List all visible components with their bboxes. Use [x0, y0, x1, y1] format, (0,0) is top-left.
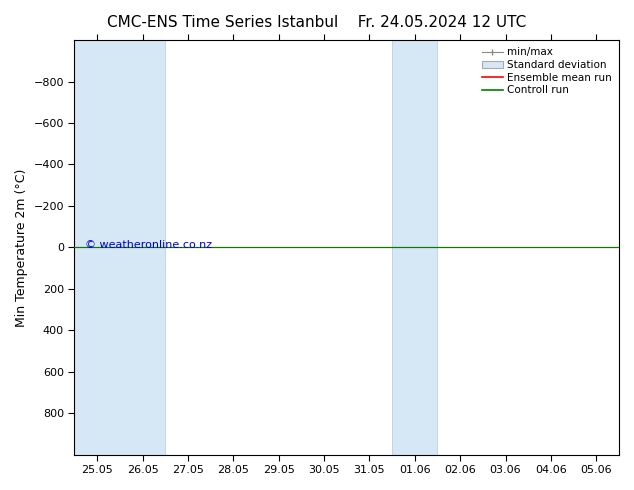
Y-axis label: Min Temperature 2m (°C): Min Temperature 2m (°C) [15, 168, 28, 326]
Text: CMC-ENS Time Series Istanbul    Fr. 24.05.2024 12 UTC: CMC-ENS Time Series Istanbul Fr. 24.05.2… [107, 15, 527, 30]
Bar [74, 40, 165, 455]
Bar [392, 40, 437, 455]
Legend: min/max, Standard deviation, Ensemble mean run, Controll run: min/max, Standard deviation, Ensemble me… [480, 46, 614, 98]
Text: © weatheronline.co.nz: © weatheronline.co.nz [86, 240, 212, 250]
